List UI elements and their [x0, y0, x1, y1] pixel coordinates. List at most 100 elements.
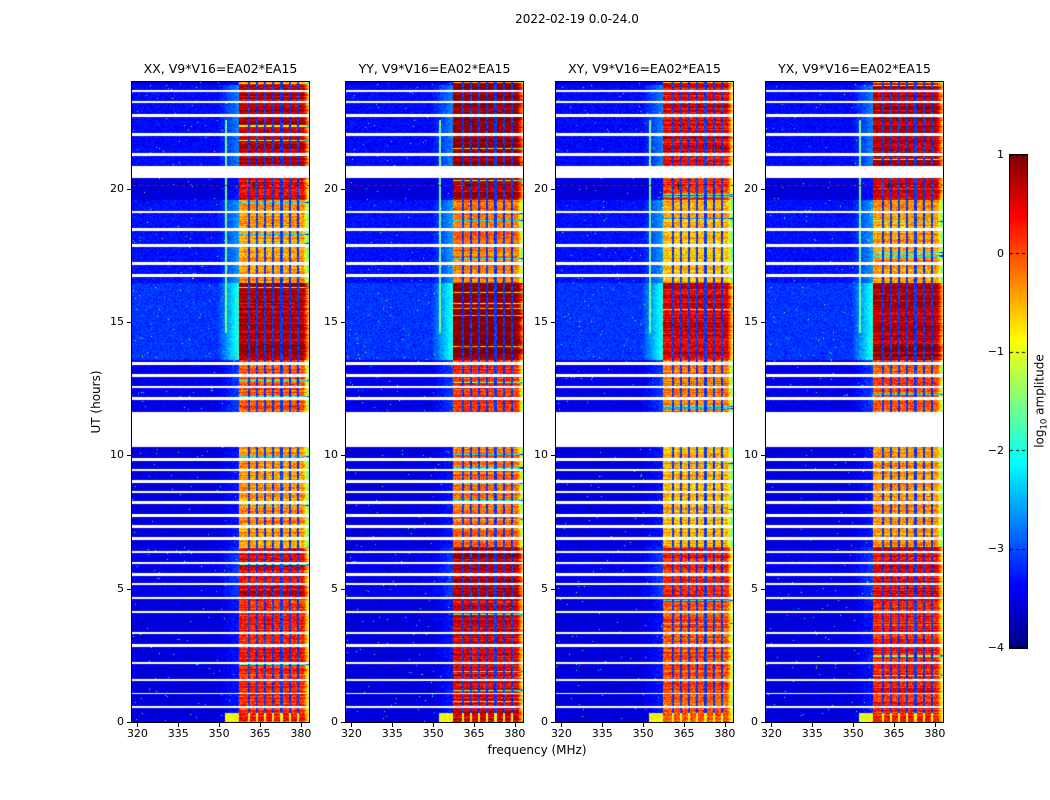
x-tick-label: 335 [381, 727, 403, 740]
x-tick-label: 320 [550, 727, 572, 740]
y-tick-label: 5 [331, 581, 338, 595]
y-tick-label: 15 [324, 315, 338, 328]
x-tick-mark [812, 723, 814, 727]
x-tick-mark [683, 723, 685, 727]
x-tick-label: 350 [842, 727, 864, 740]
y-tick-mark [551, 722, 555, 723]
panel-frame [131, 81, 310, 723]
x-tick-label: 380 [714, 727, 736, 740]
y-tick-mark [761, 588, 765, 590]
x-tick-mark [392, 723, 394, 727]
y-tick-label: 10 [534, 448, 548, 462]
x-tick-mark [351, 723, 353, 727]
x-tick-label: 320 [340, 727, 362, 740]
x-tick-label: 350 [422, 727, 444, 740]
panel-title: XY, V9*V16=EA02*EA15 [568, 61, 721, 76]
x-tick-label: 335 [591, 727, 613, 740]
x-tick-mark [473, 723, 475, 727]
y-tick-mark [127, 588, 131, 590]
y-tick-label: 20 [110, 181, 124, 195]
x-tick-label: 380 [504, 727, 526, 740]
colorbar-label: log10 amplitude [1032, 354, 1049, 448]
panel-title: XX, V9*V16=EA02*EA15 [143, 61, 298, 76]
x-tick-mark [643, 723, 645, 727]
y-tick-mark [551, 455, 555, 457]
panel-frame [765, 81, 944, 723]
colorbar-tick-label: 0 [997, 246, 1004, 260]
x-tick-label: 365 [249, 727, 271, 740]
y-tick-mark [127, 322, 131, 323]
y-tick-label: 10 [324, 448, 338, 462]
y-tick-mark [551, 188, 555, 190]
y-tick-mark [761, 455, 765, 457]
x-tick-label: 365 [673, 727, 695, 740]
x-tick-mark [561, 723, 563, 727]
y-tick-label: 0 [751, 715, 758, 728]
x-tick-label: 365 [463, 727, 485, 740]
x-tick-mark [934, 723, 936, 727]
x-tick-label: 335 [801, 727, 823, 740]
spectrogram-canvas-yx [766, 82, 943, 722]
x-tick-mark [178, 723, 180, 727]
colorbar-tick-label: −4 [987, 641, 1004, 654]
x-tick-label: 380 [924, 727, 946, 740]
y-tick-mark [761, 722, 765, 723]
x-tick-mark [259, 723, 261, 727]
y-tick-label: 5 [117, 581, 124, 595]
x-tick-label: 350 [208, 727, 230, 740]
colorbar-tick-label: 1 [997, 148, 1004, 161]
y-tick-mark [761, 188, 765, 190]
spectrogram-canvas-xy [556, 82, 733, 722]
y-tick-label: 0 [117, 715, 124, 728]
x-axis-label: frequency (MHz) [487, 743, 587, 757]
colorbar-tick-label: −1 [987, 345, 1004, 359]
x-tick-mark [514, 723, 516, 727]
colorbar-tick-label: −3 [987, 542, 1004, 556]
x-tick-mark [300, 723, 302, 727]
x-tick-mark [433, 723, 435, 727]
x-tick-mark [771, 723, 773, 727]
panel-title: YX, V9*V16=EA02*EA15 [778, 61, 931, 76]
y-tick-label: 15 [110, 315, 124, 328]
y-tick-mark [551, 322, 555, 323]
x-tick-label: 320 [126, 727, 148, 740]
y-tick-label: 5 [541, 581, 548, 595]
colorbar-tick-label: −2 [987, 443, 1004, 457]
spectrogram-canvas-yy [346, 82, 523, 722]
x-tick-mark [893, 723, 895, 727]
figure-suptitle: 2022-02-19 0.0-24.0 [515, 12, 639, 26]
y-tick-mark [127, 455, 131, 457]
y-tick-label: 20 [324, 181, 338, 195]
y-tick-label: 5 [751, 581, 758, 595]
y-tick-mark [341, 322, 345, 323]
x-tick-label: 365 [883, 727, 905, 740]
y-tick-label: 0 [331, 715, 338, 728]
x-tick-mark [137, 723, 139, 727]
y-tick-mark [341, 722, 345, 723]
y-tick-mark [551, 588, 555, 590]
y-tick-mark [341, 588, 345, 590]
panel-frame [345, 81, 524, 723]
colorbar-label-pre: log [1032, 429, 1047, 448]
y-tick-label: 15 [534, 315, 548, 328]
y-tick-label: 10 [744, 448, 758, 462]
y-tick-mark [341, 188, 345, 190]
x-tick-label: 350 [632, 727, 654, 740]
colorbar-gradient [1010, 155, 1027, 648]
y-tick-label: 20 [534, 181, 548, 195]
x-tick-mark [219, 723, 221, 727]
spectrogram-canvas-xx [132, 82, 309, 722]
x-tick-label: 380 [290, 727, 312, 740]
y-tick-mark [761, 322, 765, 323]
y-tick-label: 20 [744, 181, 758, 195]
y-tick-label: 0 [541, 715, 548, 728]
colorbar-frame [1009, 154, 1028, 649]
y-tick-label: 10 [110, 448, 124, 462]
colorbar-label-sub: 10 [1039, 418, 1050, 430]
colorbar-label-post: amplitude [1032, 354, 1047, 419]
x-tick-mark [724, 723, 726, 727]
x-tick-mark [853, 723, 855, 727]
panel-title: YY, V9*V16=EA02*EA15 [358, 61, 511, 76]
y-tick-mark [127, 722, 131, 723]
